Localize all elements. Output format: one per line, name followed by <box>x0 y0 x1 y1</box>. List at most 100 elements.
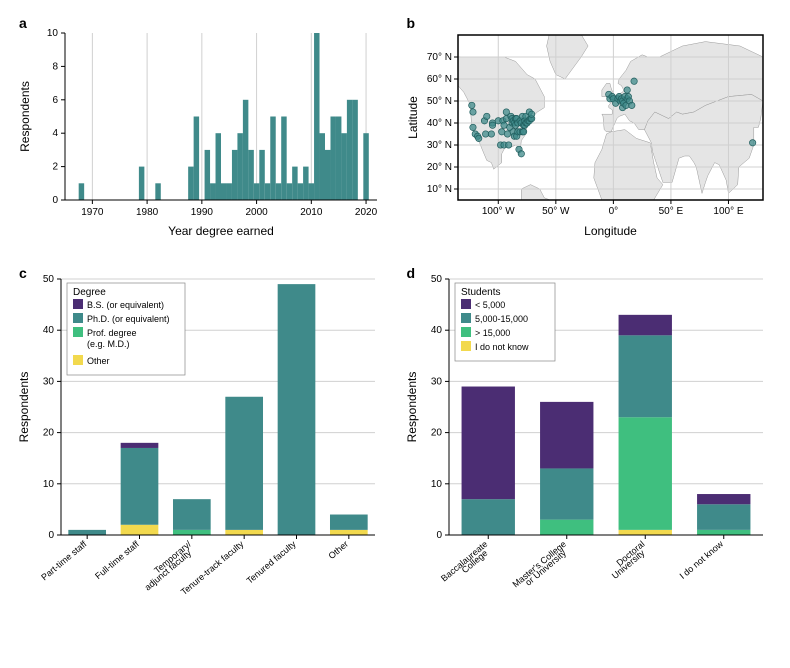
bar <box>232 150 237 200</box>
svg-text:Ph.D. (or equivalent): Ph.D. (or equivalent) <box>87 314 170 324</box>
svg-text:20: 20 <box>43 428 55 439</box>
svg-text:60° N: 60° N <box>426 74 451 85</box>
map-point <box>623 87 629 93</box>
svg-text:0: 0 <box>48 530 54 541</box>
legend: Degree B.S. (or equivalent) Ph.D. (or equi… <box>67 283 185 375</box>
panel-b: b 10° N20° N30° N40° N50° N60° N70° N100… <box>403 15 776 245</box>
x-axis-label: Longitude <box>584 224 637 238</box>
panel-a-chart: 0246810197019801990200020102020Year degr… <box>15 15 385 240</box>
bar <box>330 117 335 201</box>
svg-text:10: 10 <box>430 479 442 490</box>
svg-text:Tenured faculty: Tenured faculty <box>245 539 299 586</box>
panel-c-chart: 01020304050Part-time staffFull-time staf… <box>15 265 385 645</box>
bar <box>298 183 303 200</box>
stacked-segment <box>540 468 593 519</box>
panel-d-chart: 01020304050BaccalaureateCollegeMaster's … <box>403 265 773 645</box>
bar <box>221 183 226 200</box>
bar <box>341 133 346 200</box>
y-axis-label: Latitude <box>406 96 420 139</box>
bar <box>314 33 319 200</box>
svg-text:1970: 1970 <box>81 207 104 218</box>
stacked-segment <box>618 335 671 417</box>
stacked-segment <box>225 530 263 535</box>
bar <box>287 183 292 200</box>
svg-text:0: 0 <box>52 195 58 206</box>
stacked-segment <box>697 530 750 535</box>
svg-text:I do not know: I do not know <box>677 539 725 581</box>
legend: Students< 5,0005,000-15,000> 15,000I do … <box>455 283 555 361</box>
bar <box>79 183 84 200</box>
svg-text:< 5,000: < 5,000 <box>475 300 505 310</box>
svg-text:50° W: 50° W <box>542 206 570 217</box>
svg-text:Degree: Degree <box>73 287 106 298</box>
svg-text:50: 50 <box>43 274 55 285</box>
bar <box>320 133 325 200</box>
map-point <box>630 78 636 84</box>
svg-text:40: 40 <box>43 325 55 336</box>
svg-text:Students: Students <box>461 287 500 298</box>
svg-text:> 15,000: > 15,000 <box>475 328 510 338</box>
svg-text:Other: Other <box>87 356 110 366</box>
bar <box>363 133 368 200</box>
svg-text:20: 20 <box>430 428 442 439</box>
panel-c-label: c <box>19 265 27 281</box>
svg-text:10° N: 10° N <box>426 184 451 195</box>
y-axis-label: Respondents <box>18 81 32 152</box>
svg-text:30: 30 <box>430 376 442 387</box>
x-axis-label: Year degree earned <box>168 224 274 238</box>
svg-text:100° W: 100° W <box>481 206 514 217</box>
stacked-segment <box>278 284 316 535</box>
bar <box>352 100 357 200</box>
panel-a-label: a <box>19 15 27 31</box>
svg-text:2: 2 <box>52 162 58 173</box>
bar <box>259 150 264 200</box>
map-point <box>488 131 494 137</box>
svg-text:I do not know: I do not know <box>475 342 529 352</box>
stacked-segment <box>121 448 159 525</box>
svg-text:2010: 2010 <box>300 207 323 218</box>
map-point <box>468 102 474 108</box>
map-point <box>469 124 475 130</box>
bar <box>336 117 341 201</box>
svg-text:10: 10 <box>43 479 55 490</box>
stacked-segment <box>618 417 671 530</box>
figure-grid: a 0246810197019801990200020102020Year de… <box>15 15 775 653</box>
map-point <box>528 111 534 117</box>
stacked-segment <box>618 315 671 335</box>
svg-text:50: 50 <box>430 274 442 285</box>
bar <box>270 117 275 201</box>
svg-text:2000: 2000 <box>245 207 268 218</box>
stacked-segment <box>618 530 671 535</box>
stacked-segment <box>540 402 593 469</box>
svg-text:Other: Other <box>326 539 350 561</box>
map-point <box>489 122 495 128</box>
panel-a: a 0246810197019801990200020102020Year de… <box>15 15 388 245</box>
panel-b-map: 10° N20° N30° N40° N50° N60° N70° N100° … <box>403 15 773 240</box>
panel-d: d 01020304050BaccalaureateCollegeMaster'… <box>403 265 776 653</box>
stacked-segment <box>173 530 211 535</box>
svg-text:100° E: 100° E <box>713 206 743 217</box>
bar <box>254 183 259 200</box>
svg-text:B.S. (or equivalent): B.S. (or equivalent) <box>87 300 164 310</box>
stacked-segment <box>461 387 514 500</box>
svg-text:0°: 0° <box>608 206 618 217</box>
bar <box>243 100 248 200</box>
bar <box>226 183 231 200</box>
svg-text:4: 4 <box>52 128 58 139</box>
bar <box>188 167 193 200</box>
svg-text:50° E: 50° E <box>658 206 683 217</box>
map-point <box>505 142 511 148</box>
stacked-segment <box>121 525 159 535</box>
bar <box>194 117 199 201</box>
map-point <box>483 113 489 119</box>
bar <box>210 183 215 200</box>
bar <box>276 183 281 200</box>
bar <box>155 183 160 200</box>
bar <box>216 133 221 200</box>
map-point <box>749 140 755 146</box>
bar <box>347 100 352 200</box>
bar <box>265 183 270 200</box>
svg-text:Part-time staff: Part-time staff <box>39 539 89 583</box>
svg-text:30: 30 <box>43 376 55 387</box>
stacked-segment <box>330 515 368 530</box>
